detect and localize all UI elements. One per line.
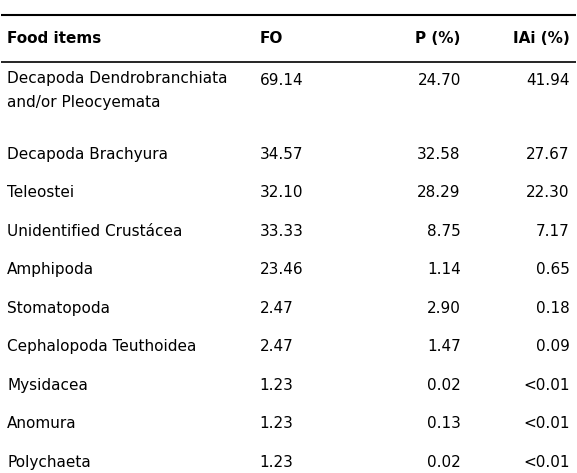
Text: <0.01: <0.01 bbox=[523, 455, 570, 470]
Text: 1.23: 1.23 bbox=[260, 455, 294, 470]
Text: Amphipoda: Amphipoda bbox=[7, 263, 94, 277]
Text: Stomatopoda: Stomatopoda bbox=[7, 301, 110, 316]
Text: 1.23: 1.23 bbox=[260, 378, 294, 393]
Text: and/or Pleocyemata: and/or Pleocyemata bbox=[7, 95, 160, 110]
Text: Decapoda Brachyura: Decapoda Brachyura bbox=[7, 147, 168, 162]
Text: Food items: Food items bbox=[7, 31, 102, 46]
Text: 8.75: 8.75 bbox=[427, 224, 461, 239]
Text: 1.14: 1.14 bbox=[427, 263, 461, 277]
Text: Unidentified Crustácea: Unidentified Crustácea bbox=[7, 224, 182, 239]
Text: 0.18: 0.18 bbox=[536, 301, 570, 316]
Text: 33.33: 33.33 bbox=[260, 224, 304, 239]
Text: 0.09: 0.09 bbox=[536, 339, 570, 354]
Text: 23.46: 23.46 bbox=[260, 263, 304, 277]
Text: Teleostei: Teleostei bbox=[7, 185, 74, 201]
Text: 7.17: 7.17 bbox=[536, 224, 570, 239]
Text: 24.70: 24.70 bbox=[417, 73, 461, 88]
Text: FO: FO bbox=[260, 31, 283, 46]
Text: 28.29: 28.29 bbox=[417, 185, 461, 201]
Text: 2.90: 2.90 bbox=[427, 301, 461, 316]
Text: 32.10: 32.10 bbox=[260, 185, 304, 201]
Text: 0.02: 0.02 bbox=[427, 455, 461, 470]
Text: 22.30: 22.30 bbox=[526, 185, 570, 201]
Text: <0.01: <0.01 bbox=[523, 378, 570, 393]
Text: 2.47: 2.47 bbox=[260, 339, 294, 354]
Text: 0.65: 0.65 bbox=[536, 263, 570, 277]
Text: 41.94: 41.94 bbox=[526, 73, 570, 88]
Text: Cephalopoda Teuthoidea: Cephalopoda Teuthoidea bbox=[7, 339, 197, 354]
Text: <0.01: <0.01 bbox=[523, 416, 570, 431]
Text: IAi (%): IAi (%) bbox=[513, 31, 570, 46]
Text: 1.47: 1.47 bbox=[427, 339, 461, 354]
Text: 32.58: 32.58 bbox=[417, 147, 461, 162]
Text: Mysidacea: Mysidacea bbox=[7, 378, 88, 393]
Text: 0.13: 0.13 bbox=[427, 416, 461, 431]
Text: 27.67: 27.67 bbox=[526, 147, 570, 162]
Text: 34.57: 34.57 bbox=[260, 147, 304, 162]
Text: 2.47: 2.47 bbox=[260, 301, 294, 316]
Text: 69.14: 69.14 bbox=[260, 73, 304, 88]
Text: Decapoda Dendrobranchiata: Decapoda Dendrobranchiata bbox=[7, 71, 228, 86]
Text: 0.02: 0.02 bbox=[427, 378, 461, 393]
Text: 1.23: 1.23 bbox=[260, 416, 294, 431]
Text: Anomura: Anomura bbox=[7, 416, 77, 431]
Text: Polychaeta: Polychaeta bbox=[7, 455, 91, 470]
Text: P (%): P (%) bbox=[415, 31, 461, 46]
